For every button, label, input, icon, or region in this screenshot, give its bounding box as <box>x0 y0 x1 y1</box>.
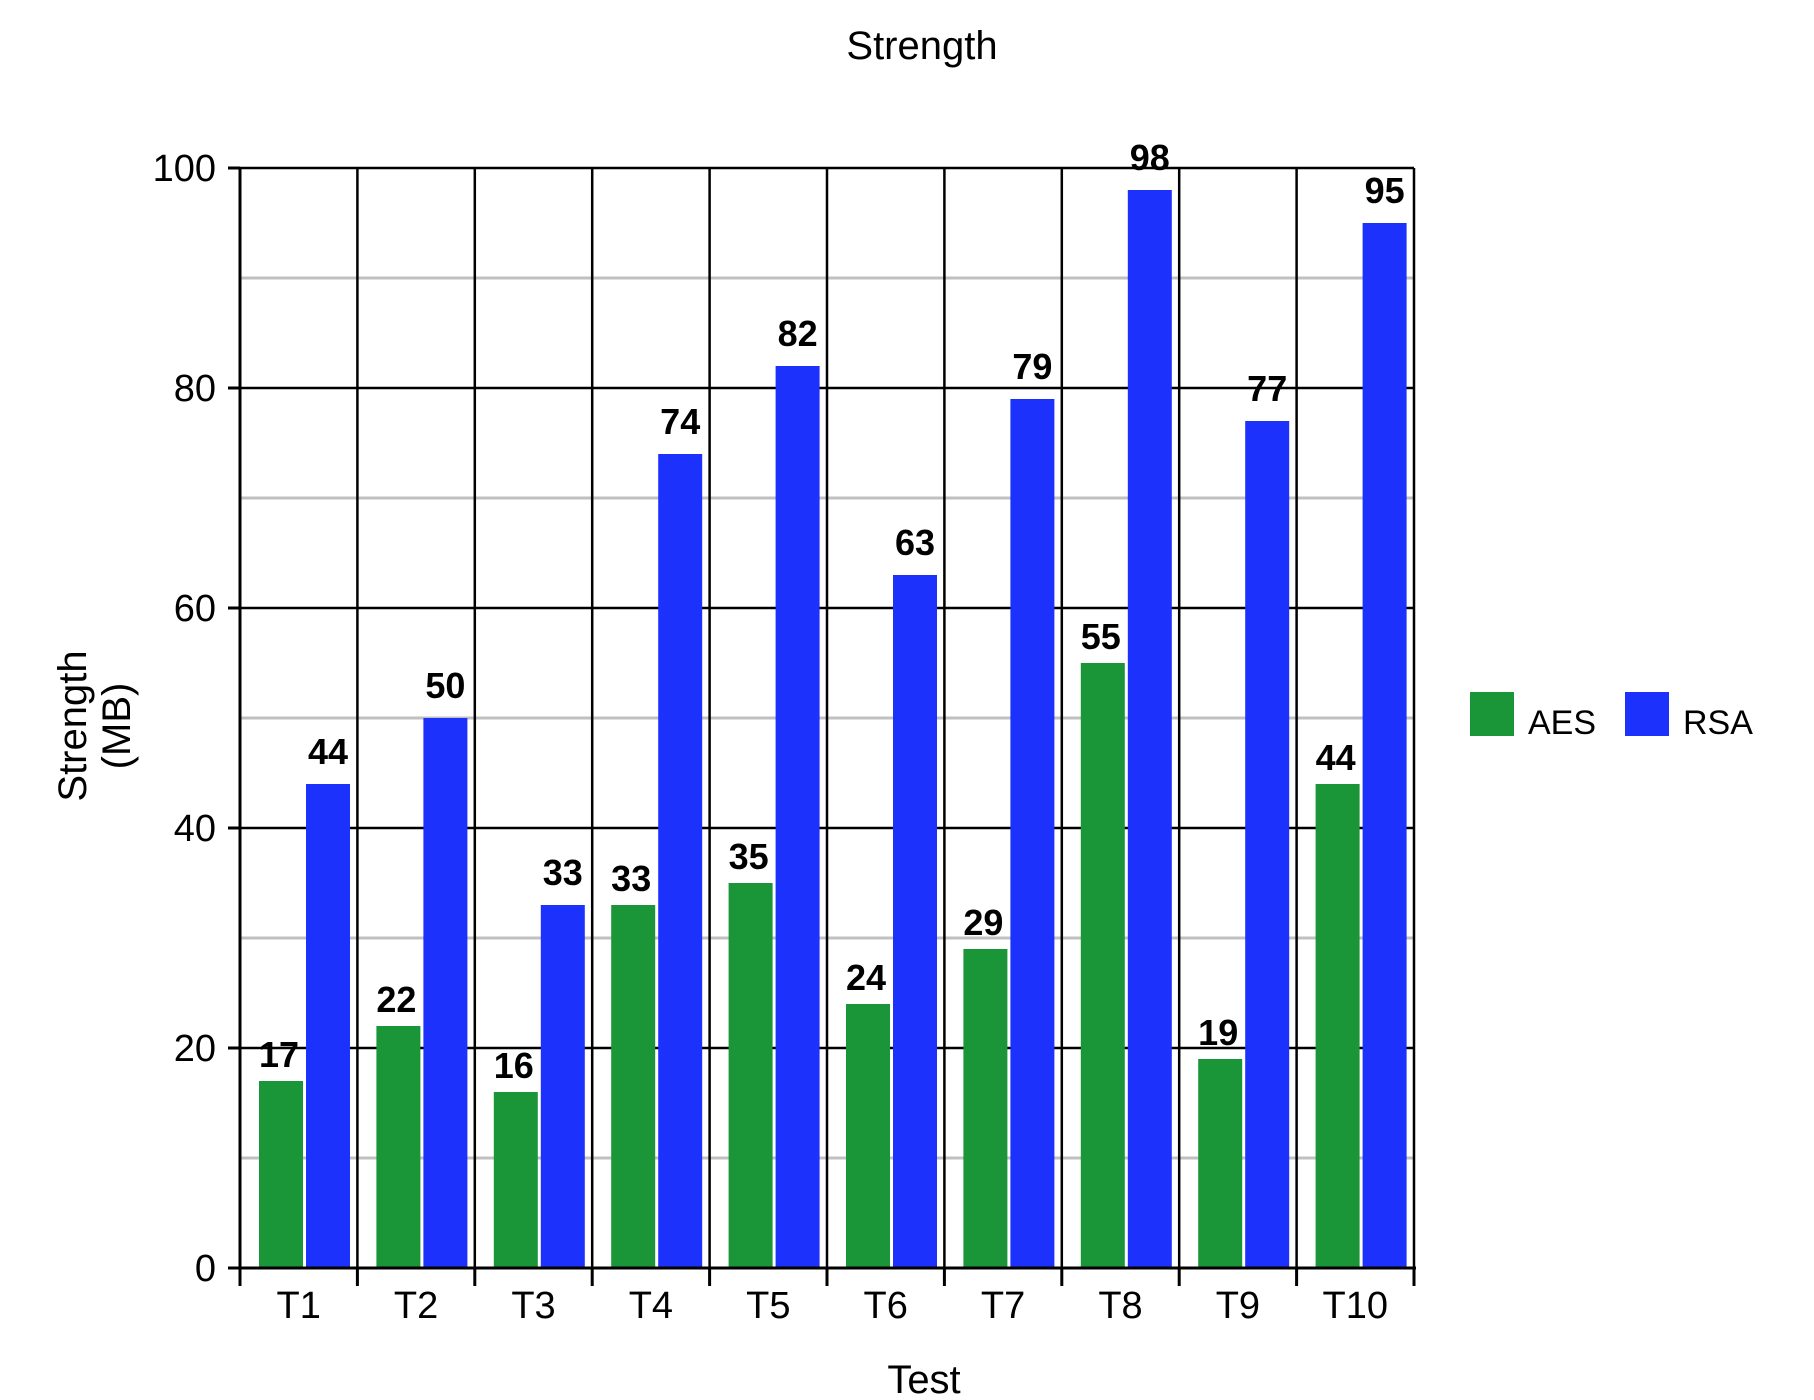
y-tick-label: 0 <box>195 1248 216 1290</box>
data-label-rsa: 50 <box>425 665 465 706</box>
bar-rsa <box>775 366 820 1268</box>
data-label-aes: 44 <box>1316 737 1356 778</box>
data-label-aes: 16 <box>494 1045 534 1086</box>
bar-aes <box>259 1081 303 1268</box>
data-label-rsa: 33 <box>543 852 583 893</box>
bar-aes <box>963 949 1008 1268</box>
data-label-aes: 33 <box>611 858 651 899</box>
y-tick-label: 20 <box>174 1028 216 1070</box>
x-tick-label: T4 <box>629 1285 673 1327</box>
x-tick-label: T6 <box>864 1285 908 1327</box>
bar-rsa <box>658 454 703 1268</box>
y-tick-label: 80 <box>174 368 216 410</box>
x-tick-label: T5 <box>746 1285 790 1327</box>
data-label-aes: 55 <box>1081 616 1121 657</box>
chart-title: Strength <box>846 24 997 68</box>
bar-rsa <box>423 718 468 1268</box>
bar-rsa <box>893 575 937 1268</box>
data-label-aes: 19 <box>1198 1012 1238 1053</box>
data-label-rsa: 77 <box>1247 368 1287 409</box>
data-label-rsa: 79 <box>1012 346 1052 387</box>
data-label-rsa: 98 <box>1130 137 1170 178</box>
bar-rsa <box>306 784 350 1268</box>
data-label-aes: 17 <box>259 1034 299 1075</box>
bar-rsa <box>1127 190 1172 1268</box>
x-tick-label: T3 <box>511 1285 555 1327</box>
y-axis-title-line-1: Strength <box>51 650 95 801</box>
x-tick-label: T8 <box>1098 1285 1142 1327</box>
y-tick-label: 60 <box>174 588 216 630</box>
bar-aes <box>728 883 773 1268</box>
bar-aes <box>1080 663 1125 1268</box>
x-tick-label: T9 <box>1216 1285 1260 1327</box>
legend-swatch-aes <box>1470 692 1514 736</box>
data-label-rsa: 63 <box>895 522 935 563</box>
y-tick-label: 40 <box>174 808 216 850</box>
bar-aes <box>493 1092 538 1268</box>
x-tick-label: T2 <box>394 1285 438 1327</box>
axes: 0 20 40 60 80 100 T1 T2 T3 T4 T5 T6 T7 T8 T9 T10 <box>153 148 1416 1327</box>
legend-label-rsa: RSA <box>1683 704 1753 742</box>
data-label-rsa: 95 <box>1365 170 1405 211</box>
y-axis-title-line-2: (MB) <box>95 683 139 770</box>
legend: AES RSA <box>1470 692 1753 742</box>
x-tick-label: T10 <box>1323 1285 1388 1327</box>
bar-aes <box>611 905 656 1268</box>
legend-swatch-rsa <box>1625 692 1669 736</box>
data-label-aes: 29 <box>963 902 1003 943</box>
x-tick-label: T7 <box>981 1285 1025 1327</box>
bar-aes <box>846 1004 890 1268</box>
data-label-aes: 24 <box>846 957 886 998</box>
bar-rsa <box>1245 421 1290 1268</box>
data-label-aes: 35 <box>729 836 769 877</box>
bar-rsa <box>540 905 585 1268</box>
legend-label-aes: AES <box>1528 704 1596 742</box>
bar-rsa <box>1010 399 1055 1268</box>
data-label-rsa: 74 <box>660 401 700 442</box>
bar-rsa <box>1362 223 1407 1268</box>
x-axis-title: Test <box>887 1358 960 1400</box>
bar-aes <box>1198 1059 1243 1268</box>
data-label-aes: 22 <box>376 979 416 1020</box>
y-tick-label: 100 <box>153 148 216 190</box>
bar-aes <box>1315 784 1360 1268</box>
y-axis-title: Strength (MB) <box>51 650 139 801</box>
data-labels: 17 44 22 50 16 33 33 74 35 82 24 63 29 79 55 98 19 77 44 95 <box>259 137 1405 1086</box>
bars <box>259 190 1407 1268</box>
data-label-rsa: 82 <box>778 313 818 354</box>
data-label-rsa: 44 <box>308 731 348 772</box>
bar-aes <box>376 1026 421 1268</box>
x-tick-label: T1 <box>277 1285 321 1327</box>
